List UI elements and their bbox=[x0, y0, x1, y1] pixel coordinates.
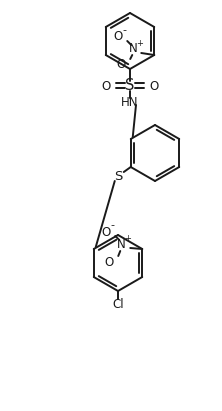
Text: O: O bbox=[149, 79, 159, 92]
Text: O: O bbox=[114, 30, 123, 44]
Text: +: + bbox=[124, 233, 131, 242]
Text: -: - bbox=[122, 25, 126, 35]
Text: N: N bbox=[117, 238, 126, 250]
Text: N: N bbox=[129, 42, 138, 55]
Text: O: O bbox=[105, 256, 114, 268]
Text: O: O bbox=[101, 79, 111, 92]
Text: Cl: Cl bbox=[112, 298, 124, 310]
Text: +: + bbox=[136, 39, 143, 48]
Text: S: S bbox=[115, 171, 123, 183]
Text: -: - bbox=[110, 220, 114, 230]
Text: S: S bbox=[125, 79, 135, 93]
Text: O: O bbox=[102, 226, 111, 238]
Text: O: O bbox=[117, 58, 126, 72]
Text: HN: HN bbox=[121, 95, 139, 109]
